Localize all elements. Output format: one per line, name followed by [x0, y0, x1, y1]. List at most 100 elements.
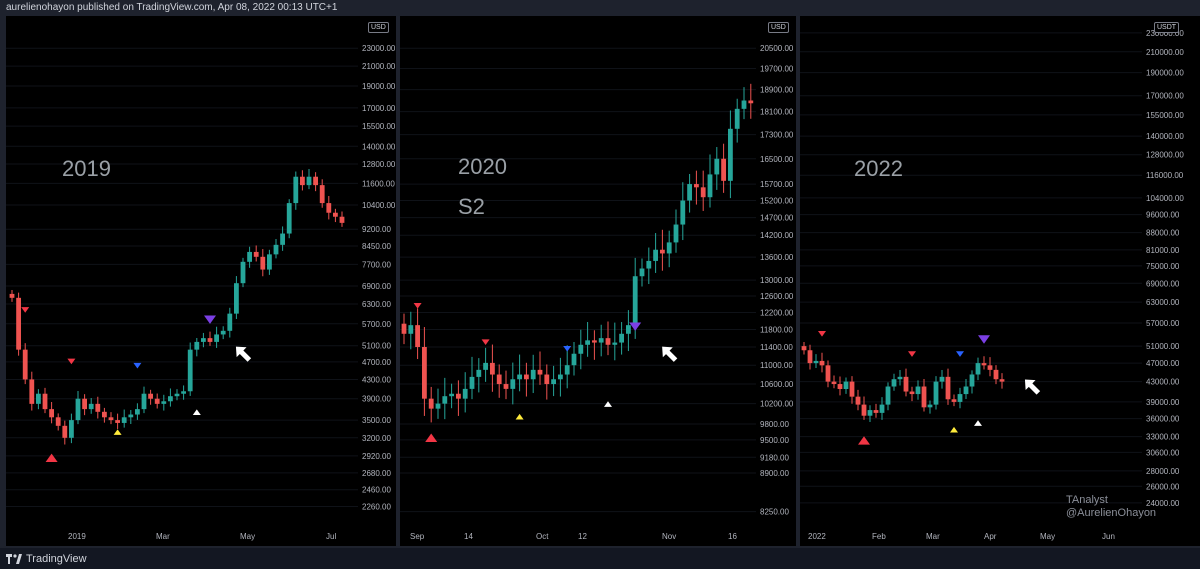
y-tick-label: 104000.00	[1146, 194, 1184, 203]
candle-body	[490, 362, 495, 375]
y-tick-label: 2460.00	[362, 486, 391, 495]
x-tick-label: Jul	[326, 532, 336, 541]
candle-body	[469, 376, 475, 389]
y-tick-label: 11600.00	[362, 179, 395, 188]
candle-body	[240, 261, 246, 284]
y-tick-label: 19700.00	[760, 65, 794, 74]
signal-marker-down	[818, 331, 826, 337]
candle-body	[524, 374, 529, 380]
x-tick-label: Mar	[926, 532, 940, 541]
y-tick-label: 9500.00	[760, 436, 789, 445]
candle-body	[435, 403, 441, 409]
candle-body	[825, 365, 831, 382]
candle-body	[721, 158, 726, 181]
y-tick-label: 10400.00	[362, 201, 396, 210]
signal-marker-down	[481, 339, 490, 345]
x-tick-label: May	[240, 532, 255, 541]
candle-body	[680, 200, 686, 225]
y-tick-label: 21000.00	[362, 62, 396, 71]
candle-body	[273, 244, 279, 255]
y-tick-label: 43000.00	[1146, 378, 1180, 387]
y-tick-label: 11800.00	[760, 325, 793, 334]
tradingview-brand: TradingView	[26, 552, 87, 565]
chart-panel-2022[interactable]: 24000.00 26000.00 28000.00 30600.00 33000.00…	[800, 16, 1200, 546]
y-tick-label: 10200.00	[760, 400, 794, 409]
candle-body	[646, 260, 652, 269]
y-tick-label: 17000.00	[362, 104, 396, 113]
chart-svg-2022[interactable]: 24000.00 26000.00 28000.00 30600.00 33000.00…	[800, 16, 1200, 546]
candle-body	[987, 365, 993, 370]
y-tick-label: 190000.00	[1146, 69, 1184, 78]
candle-body	[903, 376, 909, 392]
y-tick-label: 140000.00	[1146, 132, 1184, 141]
candle-body	[333, 212, 338, 217]
candle-body	[558, 374, 563, 380]
candle-body	[135, 409, 140, 415]
candle-body	[75, 398, 81, 421]
y-tick-label: 13600.00	[760, 253, 794, 262]
candle-body	[945, 376, 951, 400]
candle-body	[174, 393, 180, 397]
signal-marker-up	[192, 409, 201, 416]
candle-body	[813, 360, 819, 364]
candle-body	[16, 297, 21, 350]
candle-body	[293, 176, 299, 204]
candle-body	[29, 379, 35, 404]
candle-body	[326, 203, 332, 213]
candle-body	[456, 393, 461, 399]
y-tick-label: 57000.00	[1146, 319, 1180, 328]
candle-body	[619, 333, 624, 343]
y-tick-label: 128000.00	[1146, 151, 1184, 160]
candle-body	[247, 251, 252, 262]
candle-body	[666, 242, 672, 254]
candle-body	[483, 362, 488, 370]
candle-body	[551, 379, 556, 385]
candle-body	[578, 344, 584, 354]
y-tick-label: 51000.00	[1146, 342, 1180, 351]
candle-body	[879, 404, 885, 413]
x-tick-label: Jun	[1102, 532, 1115, 541]
candle-body	[993, 369, 999, 380]
y-tick-label: 5100.00	[362, 342, 391, 351]
chart-svg-2019[interactable]: 2260.00 2460.00 2680.00 2920.00 3200.00 3500.…	[6, 16, 396, 546]
y-tick-label: 75000.00	[1146, 262, 1180, 271]
y-tick-label: 30600.00	[1146, 448, 1180, 457]
y-tick-label: 14000.00	[362, 142, 396, 151]
candle-body	[181, 391, 186, 394]
candle-body	[861, 404, 867, 416]
chart-title: 2020	[458, 154, 507, 179]
y-tick-label: 6900.00	[362, 282, 391, 291]
chart-panel-2019[interactable]: 2260.00 2460.00 2680.00 2920.00 3200.00 3500.…	[6, 16, 396, 546]
candle-body	[660, 249, 665, 254]
chart-svg-2020[interactable]: 8250.00 8900.00 9180.00 9500.00 9800.00 10200…	[400, 16, 796, 546]
candle-body	[22, 349, 28, 380]
x-tick-label: 14	[464, 532, 473, 541]
tradingview-logo[interactable]: TradingView	[6, 553, 87, 565]
y-tick-label: 14200.00	[760, 231, 794, 240]
candle-body	[462, 388, 468, 399]
candle-body	[897, 376, 903, 380]
signal-marker-up	[858, 436, 870, 445]
watermark: TAnalyst @AurelienOhayon	[1066, 494, 1156, 520]
y-tick-label: 24000.00	[1146, 499, 1180, 508]
x-tick-label: 2022	[808, 532, 826, 541]
candle-body	[694, 184, 699, 188]
chart-panel-2020[interactable]: 8250.00 8900.00 9180.00 9500.00 9800.00 10200…	[400, 16, 796, 546]
pointer-arrow-icon	[235, 346, 252, 362]
candle-body	[933, 381, 939, 405]
candle-body	[286, 203, 292, 234]
x-tick-label: Nov	[662, 532, 676, 541]
y-tick-label: 88000.00	[1146, 229, 1180, 238]
x-tick-label: Sep	[410, 532, 425, 541]
candle-body	[267, 254, 272, 270]
candle-body	[687, 184, 692, 201]
candle-body	[981, 363, 987, 366]
x-tick-label: 2019	[68, 532, 86, 541]
y-tick-label: 9800.00	[760, 420, 789, 429]
candle-body	[969, 374, 975, 387]
candle-body	[95, 403, 101, 412]
candle-body	[510, 379, 516, 389]
candle-body	[128, 414, 134, 418]
candle-body	[734, 108, 740, 129]
candle-body	[598, 338, 604, 343]
